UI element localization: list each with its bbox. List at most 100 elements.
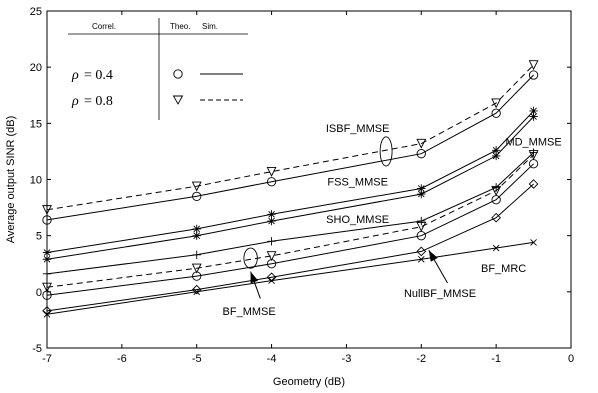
- data-point-star: [491, 146, 501, 155]
- x-tick-label: -1: [491, 353, 501, 365]
- data-point-diamond: [191, 284, 202, 295]
- series-sho-mmse-6: [42, 148, 538, 279]
- data-point-diamond: [416, 246, 427, 257]
- series-sho-mmse-4: [42, 150, 539, 293]
- data-point-star: [417, 184, 426, 193]
- data-point-plus: [529, 148, 538, 157]
- data-point-triangle: [528, 60, 539, 71]
- series-md-mmse-2: [42, 106, 538, 257]
- legend-header-correl: Correl.: [92, 22, 116, 31]
- data-point-star: [529, 112, 538, 121]
- data-point-circle: [42, 215, 52, 225]
- y-tick-label: 0: [36, 287, 42, 299]
- data-point-triangle: [416, 138, 427, 149]
- data-point-circle: [491, 195, 501, 205]
- legend-circle-marker: [173, 69, 183, 79]
- data-point-star: [267, 216, 276, 226]
- data-point-diamond: [491, 212, 501, 223]
- series-line: [46, 110, 534, 253]
- data-point-circle: [491, 108, 501, 118]
- x-tick-label: -6: [117, 353, 127, 365]
- series-line: [46, 64, 534, 211]
- curve-label-bf-mrc: BF_MRC: [481, 263, 526, 275]
- series-line: [46, 154, 534, 288]
- x-tick-label: 0: [568, 353, 574, 365]
- x-tick-label: -3: [342, 353, 352, 365]
- legend: Correl. Theo. Sim. ρ = 0.4 ρ = 0.8: [68, 18, 248, 120]
- x-axis-label: Geometry (dB): [273, 376, 345, 388]
- legend-rho-value-2: = 0.8: [84, 94, 113, 109]
- data-point-circle: [42, 290, 52, 300]
- data-point-x: [193, 288, 201, 296]
- legend-header-theo: Theo.: [170, 22, 190, 31]
- data-point-plus: [267, 237, 276, 246]
- data-point-plus: [192, 250, 201, 259]
- x-tick-label: -5: [192, 353, 202, 365]
- axes: -7 -6 -5 -4 -3 -2 -1 0 -5 0 5 10 15 20 25 Geometry (dB)…: [5, 6, 574, 388]
- legend-rho-value-1: = 0.4: [84, 68, 113, 83]
- series-line: [46, 116, 534, 260]
- curve-label-nullbf-mmse: NullBF_MMSE: [404, 288, 476, 300]
- curve-label-fss-mmse: FSS_MMSE: [327, 177, 388, 189]
- series-line: [46, 183, 534, 312]
- series-line: [46, 74, 534, 221]
- data-point-circle: [266, 177, 277, 187]
- y-tick-label: 5: [36, 231, 42, 243]
- curve-label-isbf-mmse: ISBF_MMSE: [326, 123, 390, 135]
- data-point-circle: [266, 259, 277, 269]
- y-tick-label: -5: [32, 343, 42, 355]
- data-point-triangle: [266, 251, 277, 262]
- data-point-x: [43, 310, 51, 318]
- legend-header-sim: Sim.: [202, 22, 218, 31]
- data-point-star: [267, 210, 276, 219]
- data-point-triangle: [491, 98, 502, 109]
- data-point-x: [417, 255, 425, 263]
- y-tick-label: 15: [30, 118, 42, 130]
- data-point-circle: [528, 70, 539, 80]
- data-point-triangle: [191, 181, 202, 192]
- data-point-star: [491, 151, 501, 161]
- series-line: [46, 163, 534, 296]
- data-point-triangle: [266, 166, 277, 177]
- data-point-star: [192, 224, 201, 234]
- data-point-star: [42, 255, 52, 264]
- x-tick-label: -7: [42, 353, 52, 365]
- data-point-diamond: [528, 179, 539, 189]
- y-axis-label: Average output SINR (dB): [5, 116, 17, 244]
- data-point-triangle: [42, 205, 52, 216]
- data-point-plus: [417, 216, 426, 226]
- curve-label-sho-mmse: SHO_MMSE: [326, 214, 389, 226]
- curve-label-bf-mmse: BF_MMSE: [223, 306, 276, 318]
- data-point-circle: [416, 231, 426, 241]
- data-point-star: [417, 189, 426, 199]
- data-point-diamond: [42, 306, 52, 316]
- data-point-star: [529, 106, 538, 116]
- legend-rho-symbol-1: ρ: [71, 68, 79, 83]
- data-point-x: [492, 244, 500, 252]
- series-nullbf-mmse-7: [42, 179, 539, 316]
- data-point-circle: [192, 271, 202, 281]
- series-fss-mmse-3: [42, 112, 538, 264]
- data-point-triangle: [42, 282, 52, 293]
- y-tick-label: 10: [30, 175, 42, 187]
- data-point-diamond: [266, 272, 277, 283]
- data-point-x: [530, 239, 537, 246]
- data-point-triangle: [191, 263, 202, 274]
- plot-frame: [46, 10, 572, 349]
- x-tick-label: -4: [267, 353, 277, 365]
- arrow-head: [428, 250, 438, 262]
- annotation-arrow: [428, 250, 448, 284]
- data-point-plus: [42, 269, 52, 279]
- arrow-head: [250, 271, 259, 284]
- grouping-ellipse: [379, 136, 393, 167]
- data-point-circle: [528, 159, 539, 169]
- series-isbf-mmse-0: [42, 70, 539, 225]
- grouping-ellipse: [243, 247, 258, 269]
- data-point-circle: [192, 191, 202, 202]
- data-point-plus: [491, 183, 501, 192]
- series-sho-mmse-5: [42, 159, 539, 300]
- series-line: [46, 152, 534, 275]
- data-point-circle: [416, 149, 426, 159]
- annotation-arrow: [250, 271, 261, 299]
